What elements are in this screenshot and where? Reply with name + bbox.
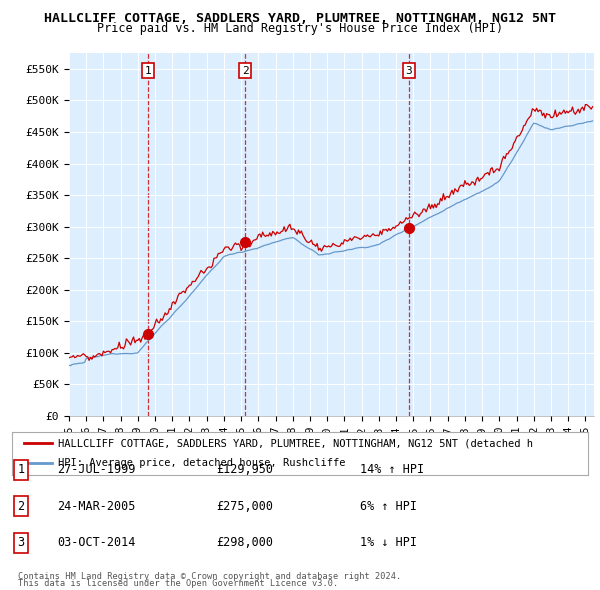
Text: £129,950: £129,950 (216, 463, 273, 476)
Text: 14% ↑ HPI: 14% ↑ HPI (360, 463, 424, 476)
Text: £275,000: £275,000 (216, 500, 273, 513)
Text: HPI: Average price, detached house, Rushcliffe: HPI: Average price, detached house, Rush… (58, 458, 346, 468)
Text: HALLCLIFF COTTAGE, SADDLERS YARD, PLUMTREE, NOTTINGHAM, NG12 5NT (detached h: HALLCLIFF COTTAGE, SADDLERS YARD, PLUMTR… (58, 438, 533, 448)
Text: 3: 3 (406, 65, 412, 76)
Text: Contains HM Land Registry data © Crown copyright and database right 2024.: Contains HM Land Registry data © Crown c… (18, 572, 401, 581)
Text: 1: 1 (145, 65, 151, 76)
Text: £298,000: £298,000 (216, 536, 273, 549)
Text: 3: 3 (17, 536, 25, 549)
Text: This data is licensed under the Open Government Licence v3.0.: This data is licensed under the Open Gov… (18, 579, 338, 588)
Text: 2: 2 (17, 500, 25, 513)
Text: HALLCLIFF COTTAGE, SADDLERS YARD, PLUMTREE, NOTTINGHAM, NG12 5NT: HALLCLIFF COTTAGE, SADDLERS YARD, PLUMTR… (44, 12, 556, 25)
Text: 27-JUL-1999: 27-JUL-1999 (57, 463, 136, 476)
Text: Price paid vs. HM Land Registry's House Price Index (HPI): Price paid vs. HM Land Registry's House … (97, 22, 503, 35)
Text: 03-OCT-2014: 03-OCT-2014 (57, 536, 136, 549)
Text: 1: 1 (17, 463, 25, 476)
Text: 24-MAR-2005: 24-MAR-2005 (57, 500, 136, 513)
Text: 6% ↑ HPI: 6% ↑ HPI (360, 500, 417, 513)
Text: 1% ↓ HPI: 1% ↓ HPI (360, 536, 417, 549)
Text: 2: 2 (242, 65, 248, 76)
